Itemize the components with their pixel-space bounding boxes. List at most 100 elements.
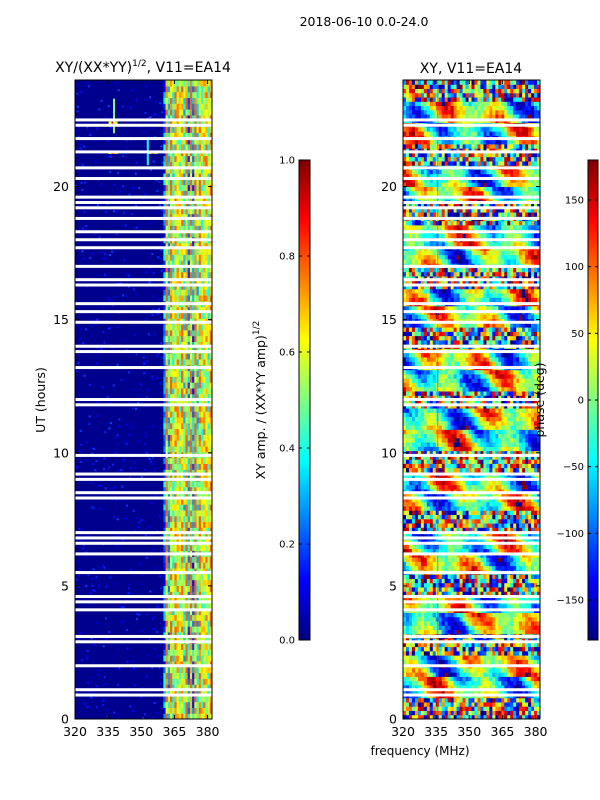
heatmap-cell [183, 358, 187, 366]
heatmap-cell [507, 676, 511, 682]
heatmap-cell [163, 97, 167, 104]
heatmap-cell [450, 621, 455, 626]
heatmap-cell [189, 416, 193, 424]
heatmap-cell [172, 178, 176, 186]
heatmap-cell [172, 126, 176, 133]
heatmap-cell [194, 422, 198, 430]
heatmap-cell [477, 714, 481, 719]
heatmap-cell [165, 585, 169, 592]
heatmap-cell [209, 231, 212, 238]
heatmap-cell [504, 603, 508, 609]
heatmap-cell [492, 659, 496, 665]
heatmap-cell [483, 642, 487, 648]
heatmap-cell [185, 457, 189, 464]
heatmap-cell [181, 556, 184, 563]
heatmap-cell [192, 312, 195, 319]
heatmap-cell [183, 80, 187, 87]
heatmap-cell [152, 462, 155, 465]
heatmap-cell [196, 469, 200, 476]
heatmap-cell [181, 103, 184, 110]
heatmap-cell [426, 676, 431, 682]
heatmap-cell [432, 684, 437, 690]
heatmap-cell [196, 126, 200, 133]
heatmap-cell [498, 586, 502, 592]
heatmap-cell [172, 213, 176, 221]
gap-row [75, 310, 212, 314]
heatmap-cell [174, 109, 178, 116]
heatmap-cell [489, 689, 493, 694]
heatmap-cell [176, 85, 180, 93]
heatmap-cell [531, 659, 535, 665]
heatmap-cell [77, 362, 80, 365]
heatmap-cell [81, 250, 84, 253]
heatmap-cell [163, 469, 167, 476]
heatmap-cell [459, 621, 464, 626]
heatmap-cell [408, 667, 413, 673]
heatmap-cell [429, 574, 434, 579]
heatmap-cell [477, 672, 481, 677]
heatmap-cell [504, 697, 508, 703]
heatmap-cell [194, 672, 198, 679]
heatmap-cell [163, 492, 167, 499]
heatmap-cell [432, 650, 437, 656]
heatmap-cell [486, 706, 490, 711]
heatmap-cell [196, 492, 200, 499]
heatmap-cell [423, 612, 428, 618]
heatmap-cell [205, 97, 209, 104]
heatmap-cell [141, 686, 144, 689]
heatmap-cell [163, 387, 167, 395]
gap-row [75, 491, 212, 495]
heatmap-cell [453, 655, 458, 660]
heatmap-cell [495, 659, 499, 665]
heatmap-cell [167, 544, 171, 552]
heatmap-cell [426, 629, 431, 635]
heatmap-cell [181, 405, 184, 412]
heatmap-cell [181, 109, 184, 116]
heatmap-cell [200, 492, 204, 499]
heatmap-cell [196, 660, 200, 668]
heatmap-cell [198, 358, 202, 366]
heatmap-cell [187, 416, 191, 424]
heatmap-cell [167, 393, 171, 401]
heatmap-cell [522, 646, 526, 652]
heatmap-cell [207, 655, 211, 662]
heatmap-cell [174, 353, 178, 360]
heatmap-cell [477, 659, 481, 665]
heatmap-cell [163, 289, 167, 296]
heatmap-cell [200, 655, 204, 662]
heatmap-cell [172, 271, 176, 279]
heatmap-cell [426, 701, 431, 707]
heatmap-cell [113, 486, 116, 489]
heatmap-cell [203, 329, 206, 337]
heatmap-cell [145, 557, 148, 560]
heatmap-cell [151, 617, 154, 620]
heatmap-cell [495, 697, 499, 703]
heatmap-cell [167, 486, 171, 494]
heatmap-cell [198, 143, 202, 151]
heatmap-cell [194, 411, 198, 418]
heatmap-cell [459, 616, 464, 622]
heatmap-cell [522, 574, 526, 579]
heatmap-cell [116, 518, 119, 521]
heatmap-cell [196, 353, 200, 360]
heatmap-cell [205, 201, 209, 209]
heatmap-cell [185, 213, 189, 221]
heatmap-cell [203, 411, 206, 418]
heatmap-cell [172, 689, 176, 697]
heatmap-cell [411, 616, 416, 622]
heatmap-cell [426, 642, 431, 648]
heatmap-cell [183, 655, 187, 662]
heatmap-cell [178, 289, 182, 296]
heatmap-cell [438, 672, 443, 677]
heatmap-cell [165, 620, 169, 627]
heatmap-cell [198, 498, 202, 505]
heatmap-cell [172, 678, 176, 685]
heatmap-cell [203, 271, 206, 279]
heatmap-cell [192, 695, 195, 703]
heatmap-cell [189, 649, 193, 656]
heatmap-cell [459, 603, 464, 609]
heatmap-cell [474, 591, 478, 596]
heatmap-cell [480, 629, 484, 635]
heatmap-cell [167, 480, 171, 488]
heatmap-cell [438, 689, 443, 694]
